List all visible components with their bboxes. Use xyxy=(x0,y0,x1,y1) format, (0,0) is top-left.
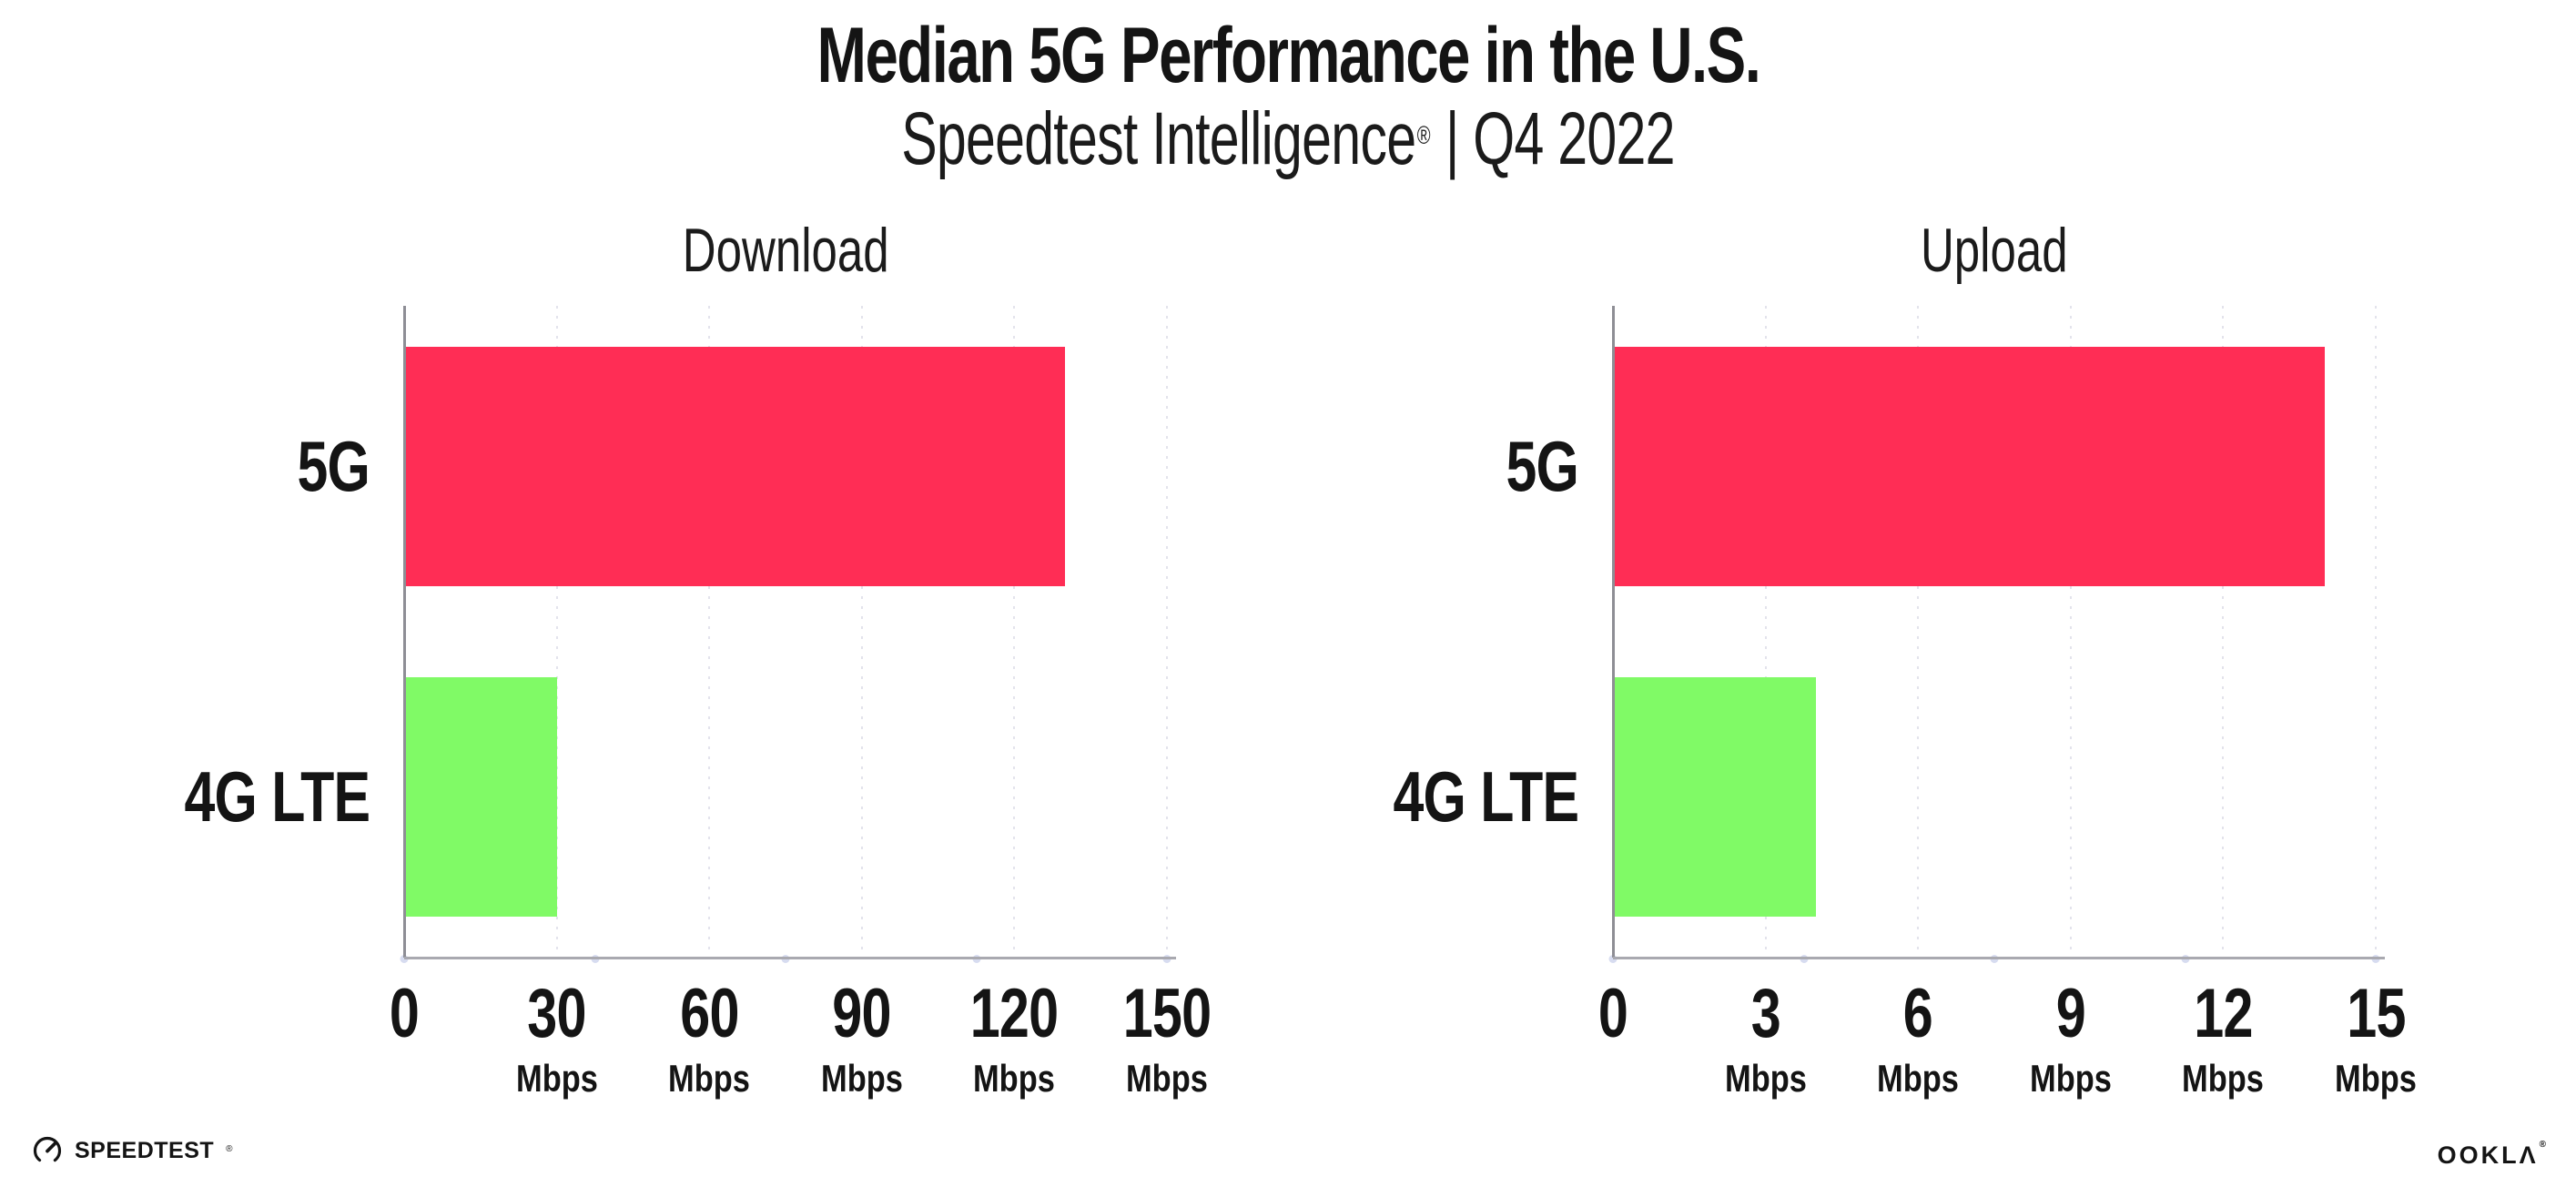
gridline xyxy=(1764,306,1767,958)
tick-value: 30 xyxy=(527,975,586,1052)
upload-row-5g: 5G xyxy=(1506,347,2376,586)
gridline xyxy=(2375,306,2377,958)
tick-value: 12 xyxy=(2194,975,2253,1052)
registered-mark: ® xyxy=(1416,120,1431,149)
x-axis-tick: 0 xyxy=(385,979,422,1049)
tick-unit: Mbps xyxy=(2182,1057,2265,1100)
tick-value: 0 xyxy=(389,975,420,1052)
tick-unit: Mbps xyxy=(2335,1057,2417,1100)
bar-4g-lte-upload xyxy=(1613,677,1817,917)
download-x-axis-ticks: 0 30 Mbps 60 Mbps 90 Mbps 120 Mbps 150 Mbps xyxy=(390,979,1212,1134)
gridline xyxy=(2069,306,2072,958)
tick-value: 6 xyxy=(1903,975,1933,1052)
x-axis-tick: 90 Mbps xyxy=(812,979,912,1098)
tick-value: 3 xyxy=(1750,975,1780,1052)
category-label-5g: 5G xyxy=(1506,426,1578,506)
x-axis-tick: 3 Mbps xyxy=(1716,979,1816,1098)
upload-y-axis-line xyxy=(1612,306,1615,958)
category-label-4g-lte: 4G LTE xyxy=(1393,756,1579,837)
tick-unit: Mbps xyxy=(1126,1057,1208,1100)
ookla-wordmark: OOKLΛ xyxy=(2437,1141,2539,1169)
ookla-logo: OOKLΛ® xyxy=(2437,1140,2549,1170)
x-axis-tick: 150 Mbps xyxy=(1111,979,1223,1098)
category-label-5g: 5G xyxy=(297,426,370,506)
x-axis-tick: 0 xyxy=(1594,979,1631,1049)
gridline xyxy=(860,306,863,958)
bar-5g-upload xyxy=(1613,347,2326,586)
download-y-axis-line xyxy=(403,306,406,958)
bar-4g-lte-download xyxy=(404,677,557,917)
x-axis-tick: 9 Mbps xyxy=(2021,979,2121,1098)
upload-x-axis-ticks: 0 3 Mbps 6 Mbps 9 Mbps 12 Mbps 15 Mbps xyxy=(1598,979,2417,1134)
download-chart-title: Download xyxy=(682,216,889,285)
gridline xyxy=(1917,306,1920,958)
x-axis-tick: 120 Mbps xyxy=(958,979,1070,1098)
download-row-5g: 5G xyxy=(297,347,1167,586)
subtitle-brand: Speedtest Intelligence xyxy=(901,97,1416,180)
speedtest-logo: SPEEDTEST ® xyxy=(31,1134,233,1167)
tick-value: 60 xyxy=(679,975,739,1052)
page-subtitle: Speedtest Intelligence® | Q4 2022 xyxy=(0,96,2576,182)
gridline xyxy=(708,306,711,958)
x-axis-tick: 60 Mbps xyxy=(659,979,759,1098)
x-axis-tick: 6 Mbps xyxy=(1868,979,1968,1098)
page-title: Median 5G Performance in the U.S. xyxy=(0,11,2576,101)
x-axis-tick: 15 Mbps xyxy=(2326,979,2426,1098)
gridline xyxy=(555,306,558,958)
category-label-4g-lte: 4G LTE xyxy=(184,756,370,837)
bar-5g-download xyxy=(404,347,1066,586)
gridline xyxy=(1166,306,1168,958)
gridline xyxy=(2222,306,2225,958)
tick-unit: Mbps xyxy=(1877,1057,1960,1100)
tick-value: 15 xyxy=(2346,975,2406,1052)
tick-unit: Mbps xyxy=(668,1057,751,1100)
tick-value: 90 xyxy=(832,975,892,1052)
subtitle-period: | Q4 2022 xyxy=(1431,97,1675,180)
page-title-text: Median 5G Performance in the U.S. xyxy=(816,12,1760,99)
ookla-registered-mark: ® xyxy=(2539,1140,2549,1150)
speedtest-wordmark: SPEEDTEST xyxy=(75,1137,215,1163)
download-x-axis-line xyxy=(404,957,1176,959)
download-row-4g-lte: 4G LTE xyxy=(184,677,1167,917)
tick-value: 120 xyxy=(970,975,1059,1052)
tick-unit: Mbps xyxy=(1724,1057,1807,1100)
gridline xyxy=(1013,306,1016,958)
tick-value: 9 xyxy=(2055,975,2086,1052)
upload-chart-title: Upload xyxy=(1921,216,2068,285)
tick-unit: Mbps xyxy=(2029,1057,2112,1100)
x-axis-tick: 30 Mbps xyxy=(507,979,607,1098)
tick-value: 0 xyxy=(1597,975,1628,1052)
upload-row-4g-lte: 4G LTE xyxy=(1393,677,2376,917)
speedtest-registered-mark: ® xyxy=(226,1143,233,1154)
download-plot-area: 5G 4G LTE xyxy=(184,306,1176,963)
tick-unit: Mbps xyxy=(973,1057,1056,1100)
upload-plot-area: 5G 4G LTE xyxy=(1393,306,2385,963)
speedtest-gauge-icon xyxy=(33,1136,62,1165)
tick-unit: Mbps xyxy=(515,1057,598,1100)
x-axis-tick: 12 Mbps xyxy=(2174,979,2274,1098)
tick-unit: Mbps xyxy=(820,1057,903,1100)
upload-x-axis-line xyxy=(1613,957,2385,959)
tick-value: 150 xyxy=(1122,975,1212,1052)
